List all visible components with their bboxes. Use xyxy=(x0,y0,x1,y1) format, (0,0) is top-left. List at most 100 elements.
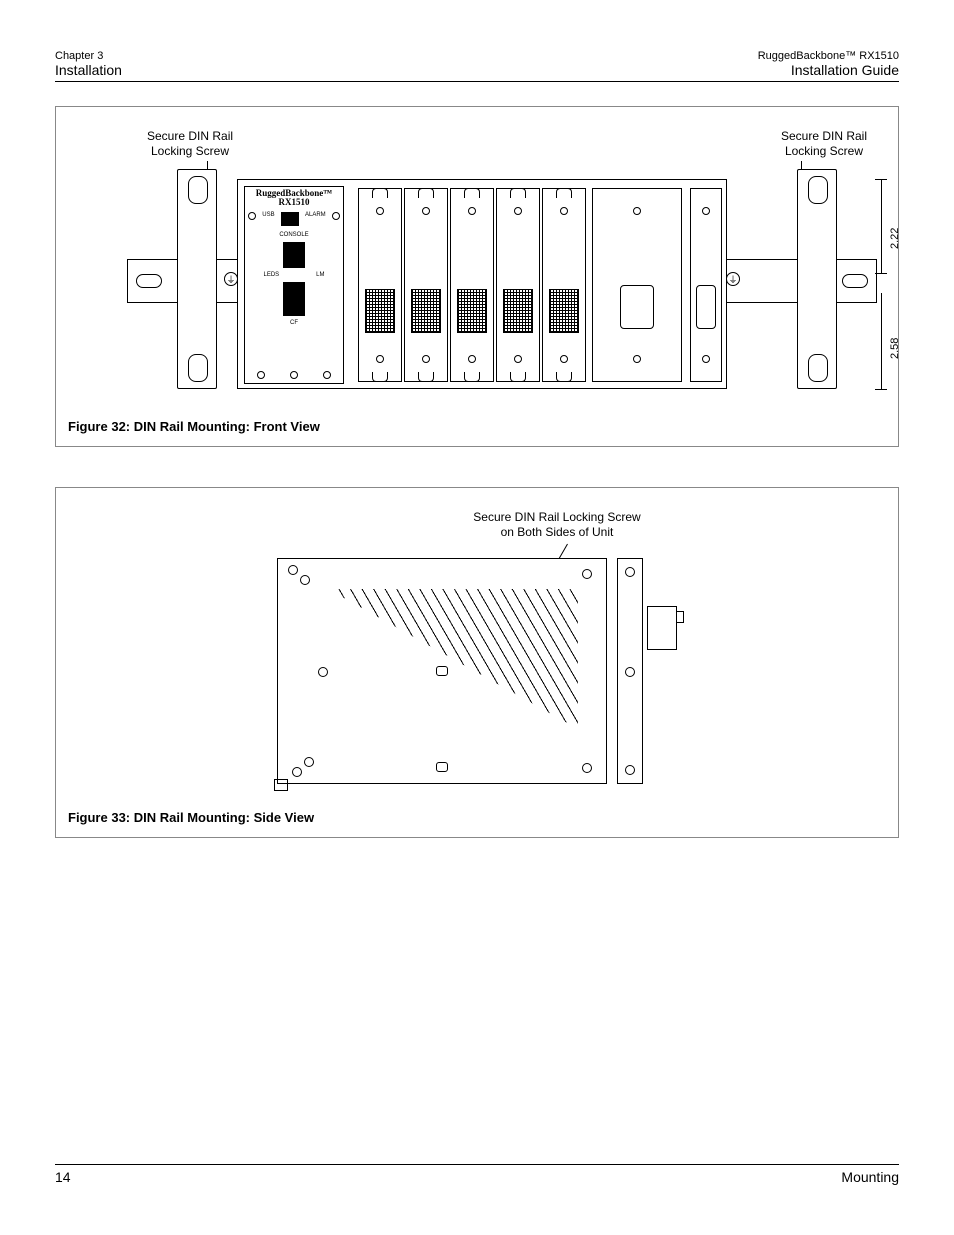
module-slot xyxy=(496,188,540,382)
figure-33-image: Secure DIN Rail Locking Screw on Both Si… xyxy=(66,498,888,806)
screw-icon xyxy=(514,355,522,363)
module-icon xyxy=(283,282,305,316)
screw-icon xyxy=(514,207,522,215)
page-footer: 14 Mounting xyxy=(55,1164,899,1185)
screw-hole-icon xyxy=(625,667,635,677)
section-right-label: Installation Guide xyxy=(758,62,899,78)
device-title: RuggedBackbone™ RX1510 xyxy=(245,187,343,208)
latch-icon xyxy=(556,188,572,198)
screw-icon xyxy=(633,355,641,363)
screw-hole-icon xyxy=(582,569,592,579)
page-header: Chapter 3 Installation RuggedBackbone™ R… xyxy=(55,50,899,82)
screw-icon xyxy=(468,207,476,215)
product-label: RuggedBackbone™ RX1510 xyxy=(758,50,899,62)
screw-icon xyxy=(702,207,710,215)
figure-33-diagram: Secure DIN Rail Locking Screw on Both Si… xyxy=(267,510,687,800)
figure-32-image: Secure DIN Rail Locking Screw Secure DIN… xyxy=(66,117,888,415)
screw-icon xyxy=(422,207,430,215)
alarm-label: ALARM xyxy=(305,212,326,226)
screw-hole-icon xyxy=(625,765,635,775)
port-block-icon xyxy=(411,289,441,333)
section-left-label: Installation xyxy=(55,62,122,78)
device-title-l2: RX1510 xyxy=(279,197,310,207)
rail-plate xyxy=(617,558,643,784)
chapter-label: Chapter 3 xyxy=(55,50,122,62)
clip-lip-icon xyxy=(676,611,684,623)
fig32-label-left-l1: Secure DIN Rail xyxy=(147,129,233,143)
console-port-icon xyxy=(283,242,305,268)
din-clip xyxy=(647,606,677,650)
screw-hole-icon xyxy=(304,757,314,767)
dim-tick xyxy=(875,389,887,390)
screw-hole-icon xyxy=(582,763,592,773)
fig32-label-right-l2: Locking Screw xyxy=(785,144,863,158)
screw-icon xyxy=(323,371,331,379)
module-slot xyxy=(404,188,448,382)
fig32-label-right-l1: Secure DIN Rail xyxy=(781,129,867,143)
screw-hole-icon xyxy=(288,565,298,575)
header-right: RuggedBackbone™ RX1510 Installation Guid… xyxy=(758,50,899,78)
foot-icon xyxy=(274,779,288,791)
usb-label: USB xyxy=(262,212,274,226)
fig33-label-l2: on Both Sides of Unit xyxy=(501,525,614,539)
screw-icon xyxy=(376,355,384,363)
screw-hole-icon xyxy=(318,667,328,677)
screw-hole-icon xyxy=(300,575,310,585)
module-slot xyxy=(450,188,494,382)
power-module-slot xyxy=(690,188,722,382)
screw-icon xyxy=(560,207,568,215)
latch-icon xyxy=(436,762,448,772)
bracket-notch xyxy=(188,176,208,204)
fig32-label-right: Secure DIN Rail Locking Screw xyxy=(781,129,867,159)
rail-slot-right xyxy=(842,274,868,288)
port-block-icon xyxy=(365,289,395,333)
control-panel: RuggedBackbone™ RX1510 USB ALARM CONSOLE… xyxy=(244,186,344,384)
port-block-icon xyxy=(549,289,579,333)
screw-icon xyxy=(376,207,384,215)
latch-icon xyxy=(510,188,526,198)
footer-section: Mounting xyxy=(841,1169,899,1185)
ground-icon: ⏚ xyxy=(726,272,740,286)
figure-32-diagram: Secure DIN Rail Locking Screw Secure DIN… xyxy=(127,129,827,409)
screw-icon xyxy=(248,212,256,220)
power-face-icon xyxy=(620,285,654,329)
latch-icon xyxy=(372,372,388,382)
leds-label: LEDS xyxy=(263,272,279,278)
module-slot xyxy=(358,188,402,382)
dim-upper-value: 2.22 xyxy=(889,228,901,249)
screw-icon xyxy=(257,371,265,379)
power-module-slot xyxy=(592,188,682,382)
latch-icon xyxy=(418,372,434,382)
device-chassis: ⏚ ⏚ RuggedBackbone™ RX1510 USB ALARM CON… xyxy=(237,179,727,389)
port-block-icon xyxy=(457,289,487,333)
screw-hole-icon xyxy=(292,767,302,777)
latch-icon xyxy=(418,188,434,198)
latch-icon xyxy=(510,372,526,382)
screw-icon xyxy=(332,212,340,220)
fig32-label-left-l2: Locking Screw xyxy=(151,144,229,158)
mount-bracket-left xyxy=(177,169,217,389)
screw-icon xyxy=(468,355,476,363)
module-slot xyxy=(542,188,586,382)
latch-icon xyxy=(556,372,572,382)
fig33-label-l1: Secure DIN Rail Locking Screw xyxy=(473,510,640,524)
display-icon xyxy=(281,212,299,226)
latch-icon xyxy=(464,372,480,382)
bracket-notch xyxy=(808,176,828,204)
dim-line xyxy=(881,293,882,389)
header-left: Chapter 3 Installation xyxy=(55,50,122,78)
figure-33-caption: Figure 33: DIN Rail Mounting: Side View xyxy=(66,806,888,827)
screw-icon xyxy=(702,355,710,363)
screw-hole-icon xyxy=(625,567,635,577)
dimension-lines: 2.22 2.58 xyxy=(867,179,897,389)
port-block-icon xyxy=(503,289,533,333)
dim-lower-value: 2.58 xyxy=(889,338,901,359)
fig32-label-left: Secure DIN Rail Locking Screw xyxy=(147,129,233,159)
latch-icon xyxy=(372,188,388,198)
dim-tick xyxy=(875,273,887,274)
mount-bracket-right xyxy=(797,169,837,389)
vent-hatch-icon xyxy=(328,589,578,729)
led-icon xyxy=(290,371,298,379)
latch-icon xyxy=(464,188,480,198)
dim-line xyxy=(881,179,882,273)
